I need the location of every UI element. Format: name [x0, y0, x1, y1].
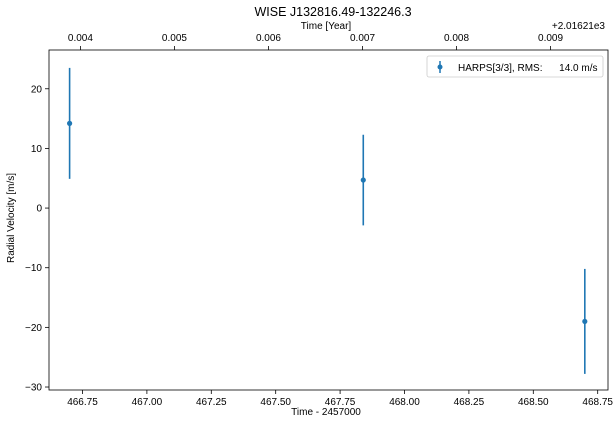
- x-tick-label: 468.75: [582, 397, 613, 408]
- data-point: [582, 318, 588, 325]
- top-tick-label: 0.005: [162, 33, 187, 44]
- x-tick-label: 468.25: [454, 397, 485, 408]
- legend-marker: [437, 64, 443, 70]
- top-axis-offset-label: +2.01621e3: [552, 21, 606, 32]
- legend: HARPS[3/3], RMS: 14.0 m/s: [426, 55, 604, 78]
- plot-frame: [48, 49, 609, 391]
- x-tick-label: 467.25: [196, 397, 227, 408]
- top-tick-label: 0.004: [68, 33, 93, 44]
- y-tick-label: −10: [25, 263, 42, 274]
- y-ticks: 20 10 0 −10 −20 −30: [25, 84, 49, 394]
- x-tick-label: 467.00: [132, 397, 163, 408]
- top-x-ticks: 0.004 0.005 0.006 0.007 0.008 0.009: [68, 33, 564, 50]
- y-tick-label: 0: [36, 204, 42, 215]
- top-tick-label: 0.008: [444, 33, 469, 44]
- x-tick-label: 468.00: [389, 397, 420, 408]
- legend-box: [426, 55, 604, 78]
- y-axis-label: Radial Velocity [m/s]: [6, 173, 17, 263]
- x-tick-label: 467.75: [325, 397, 356, 408]
- bottom-x-ticks: 466.75 467.00 467.25 467.50 467.75 468.00 468.…: [67, 390, 613, 408]
- y-tick-label: −30: [25, 383, 42, 394]
- top-tick-label: 0.009: [538, 33, 563, 44]
- chart-title: WISE J132816.49-132246.3: [254, 5, 411, 19]
- top-tick-label: 0.007: [350, 33, 375, 44]
- y-tick-label: −20: [25, 323, 42, 334]
- x-tick-label: 467.50: [260, 397, 291, 408]
- top-x-axis-label: Time [Year]: [301, 21, 352, 32]
- x-axis-label: Time - 2457000: [291, 407, 361, 418]
- top-tick-label: 0.006: [256, 33, 281, 44]
- legend-label: HARPS[3/3], RMS: 14.0 m/s: [458, 63, 598, 74]
- data-series: [67, 67, 588, 374]
- y-tick-label: 10: [31, 144, 43, 155]
- data-point: [360, 177, 366, 183]
- x-tick-label: 468.50: [518, 397, 549, 408]
- x-tick-label: 466.75: [67, 397, 98, 408]
- data-point: [67, 120, 73, 126]
- y-tick-label: 20: [31, 84, 43, 95]
